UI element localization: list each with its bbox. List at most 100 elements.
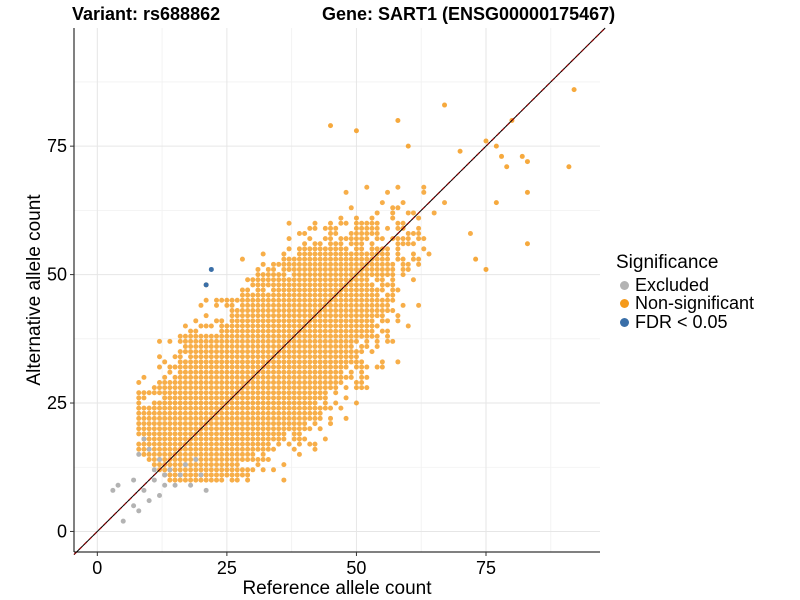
point-non-significant [255,390,261,396]
point-non-significant [193,400,199,406]
point-non-significant [182,369,188,375]
point-non-significant [224,344,230,350]
point-non-significant [302,230,308,236]
point-non-significant [338,318,344,324]
point-non-significant [281,349,287,355]
point-non-significant [250,457,256,463]
point-non-significant [229,369,235,375]
point-non-significant [328,282,334,288]
point-non-significant [286,344,292,350]
point-non-significant [322,359,328,365]
point-non-significant [239,400,245,406]
point-non-significant [224,354,230,360]
point-non-significant [214,395,220,401]
point-non-significant [255,277,261,283]
point-non-significant [255,441,261,447]
point-non-significant [219,415,225,421]
point-non-significant [229,333,235,339]
point-non-significant [353,225,359,231]
point-non-significant [177,349,183,355]
point-non-significant [193,338,199,344]
point-non-significant [245,436,251,442]
y-tick-label: 25 [47,393,67,413]
point-non-significant [245,328,251,334]
point-non-significant [167,338,173,344]
point-non-significant [167,390,173,396]
point-non-significant [219,374,225,380]
point-non-significant [328,287,334,293]
point-non-significant [255,431,261,437]
point-non-significant [416,230,422,236]
point-non-significant [172,436,178,442]
point-non-significant [390,287,396,293]
point-non-significant [364,323,370,329]
point-excluded [203,487,209,493]
point-non-significant [250,292,256,298]
point-non-significant [208,426,214,432]
point-non-significant [172,390,178,396]
point-non-significant [224,446,230,452]
point-non-significant [322,282,328,288]
point-non-significant [369,266,375,272]
point-non-significant [271,287,277,293]
point-non-significant [359,328,365,334]
point-non-significant [343,251,349,257]
point-non-significant [328,313,334,319]
point-non-significant [260,287,266,293]
point-non-significant [271,266,277,272]
point-non-significant [379,364,385,370]
point-non-significant [224,390,230,396]
point-non-significant [328,277,334,283]
point-non-significant [385,246,391,252]
point-non-significant [234,405,240,411]
point-non-significant [224,323,230,329]
point-non-significant [239,318,245,324]
point-non-significant [188,400,194,406]
point-non-significant [421,184,427,190]
point-non-significant [385,338,391,344]
point-non-significant [312,272,318,278]
point-non-significant [281,308,287,314]
point-non-significant [214,318,220,324]
point-non-significant [239,359,245,365]
point-non-significant [162,379,168,385]
point-non-significant [296,261,302,267]
point-non-significant [322,251,328,257]
point-non-significant [328,230,334,236]
point-non-significant [219,333,225,339]
point-non-significant [364,251,370,257]
point-non-significant [208,462,214,468]
point-non-significant [255,359,261,365]
point-non-significant [348,302,354,308]
point-non-significant [307,236,313,242]
point-non-significant [333,344,339,350]
point-non-significant [364,297,370,303]
point-non-significant [338,379,344,385]
point-non-significant [172,379,178,385]
point-non-significant [348,354,354,360]
point-non-significant [296,297,302,303]
point-non-significant [359,220,365,226]
point-non-significant [312,266,318,272]
point-non-significant [338,261,344,267]
point-non-significant [214,415,220,421]
point-non-significant [374,266,380,272]
point-non-significant [245,359,251,365]
point-non-significant [312,297,318,303]
point-non-significant [369,261,375,267]
point-non-significant [328,354,334,360]
point-non-significant [338,338,344,344]
point-non-significant [234,379,240,385]
point-non-significant [172,400,178,406]
point-non-significant [328,359,334,365]
point-non-significant [286,313,292,319]
point-non-significant [239,405,245,411]
point-non-significant [239,379,245,385]
point-non-significant [260,323,266,329]
data-points [110,87,577,524]
point-non-significant [265,318,271,324]
point-non-significant [214,436,220,442]
point-non-significant [239,446,245,452]
point-non-significant [188,441,194,447]
point-non-significant [177,374,183,380]
